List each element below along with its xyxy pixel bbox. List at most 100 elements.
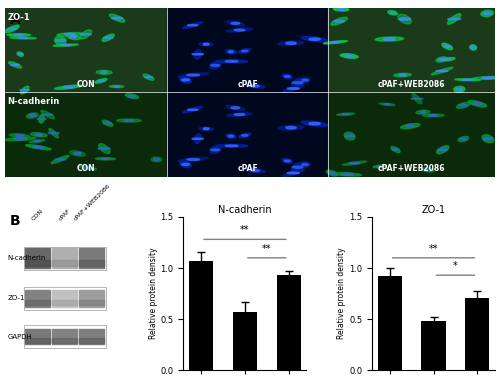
Ellipse shape bbox=[282, 85, 304, 92]
Bar bbox=[80, 300, 104, 305]
Bar bbox=[189, 261, 213, 370]
Ellipse shape bbox=[194, 50, 201, 59]
Ellipse shape bbox=[456, 102, 470, 108]
Ellipse shape bbox=[337, 113, 354, 115]
Ellipse shape bbox=[344, 132, 355, 140]
Ellipse shape bbox=[226, 134, 236, 138]
Ellipse shape bbox=[154, 158, 160, 161]
Ellipse shape bbox=[96, 158, 116, 160]
Ellipse shape bbox=[292, 163, 304, 172]
Ellipse shape bbox=[18, 54, 23, 55]
Ellipse shape bbox=[188, 25, 198, 26]
Ellipse shape bbox=[282, 159, 292, 163]
Ellipse shape bbox=[17, 52, 24, 56]
Ellipse shape bbox=[226, 50, 236, 54]
Ellipse shape bbox=[278, 41, 304, 45]
Ellipse shape bbox=[278, 125, 304, 130]
Ellipse shape bbox=[211, 149, 220, 151]
Ellipse shape bbox=[340, 54, 358, 58]
Ellipse shape bbox=[60, 45, 70, 46]
Ellipse shape bbox=[54, 85, 83, 89]
Ellipse shape bbox=[18, 37, 28, 39]
Ellipse shape bbox=[448, 14, 461, 24]
Ellipse shape bbox=[36, 134, 43, 136]
Ellipse shape bbox=[128, 95, 136, 97]
Ellipse shape bbox=[26, 145, 51, 150]
Ellipse shape bbox=[481, 10, 494, 17]
Text: ZO-1: ZO-1 bbox=[8, 12, 30, 22]
Ellipse shape bbox=[14, 138, 26, 140]
Ellipse shape bbox=[422, 114, 444, 117]
Ellipse shape bbox=[70, 36, 77, 38]
Bar bbox=[5, 8, 166, 92]
Bar bbox=[80, 260, 104, 266]
Ellipse shape bbox=[114, 86, 119, 87]
Ellipse shape bbox=[309, 38, 320, 40]
Bar bbox=[80, 248, 104, 268]
Ellipse shape bbox=[425, 169, 430, 171]
Ellipse shape bbox=[472, 103, 482, 105]
Ellipse shape bbox=[49, 129, 58, 138]
Ellipse shape bbox=[20, 86, 29, 94]
Bar bbox=[52, 338, 77, 343]
Ellipse shape bbox=[388, 11, 398, 15]
Ellipse shape bbox=[63, 86, 74, 88]
Ellipse shape bbox=[84, 167, 92, 169]
Text: **: ** bbox=[240, 225, 250, 235]
Ellipse shape bbox=[302, 164, 308, 166]
Ellipse shape bbox=[96, 70, 112, 74]
Ellipse shape bbox=[482, 135, 494, 143]
Ellipse shape bbox=[242, 135, 248, 136]
Ellipse shape bbox=[80, 30, 92, 39]
Text: cPAF: cPAF bbox=[237, 80, 258, 89]
Ellipse shape bbox=[470, 45, 476, 50]
Ellipse shape bbox=[373, 165, 386, 167]
Text: N-cadherin: N-cadherin bbox=[8, 255, 46, 261]
Ellipse shape bbox=[42, 114, 53, 115]
Text: **: ** bbox=[429, 244, 438, 254]
Ellipse shape bbox=[302, 79, 308, 81]
Ellipse shape bbox=[462, 79, 473, 80]
Title: ZO-1: ZO-1 bbox=[422, 204, 446, 215]
Ellipse shape bbox=[284, 76, 290, 77]
Ellipse shape bbox=[231, 107, 239, 109]
Ellipse shape bbox=[377, 166, 382, 167]
Ellipse shape bbox=[98, 148, 110, 149]
Text: N-cadherin: N-cadherin bbox=[8, 97, 60, 106]
Bar bbox=[233, 312, 257, 370]
Ellipse shape bbox=[110, 14, 125, 22]
Text: CON: CON bbox=[76, 164, 95, 173]
Ellipse shape bbox=[410, 98, 423, 99]
Ellipse shape bbox=[182, 163, 190, 166]
Ellipse shape bbox=[470, 47, 476, 48]
Ellipse shape bbox=[102, 34, 114, 42]
Ellipse shape bbox=[288, 88, 300, 89]
Ellipse shape bbox=[436, 70, 448, 72]
Ellipse shape bbox=[98, 80, 104, 82]
Ellipse shape bbox=[41, 110, 54, 119]
Ellipse shape bbox=[292, 82, 303, 84]
Ellipse shape bbox=[11, 64, 20, 66]
Ellipse shape bbox=[10, 134, 29, 138]
Text: **: ** bbox=[262, 244, 272, 254]
Text: B: B bbox=[10, 214, 20, 228]
Ellipse shape bbox=[300, 162, 310, 167]
Ellipse shape bbox=[199, 127, 214, 130]
Bar bbox=[24, 247, 106, 270]
Ellipse shape bbox=[399, 18, 410, 20]
Ellipse shape bbox=[246, 169, 265, 173]
Ellipse shape bbox=[286, 127, 296, 129]
Ellipse shape bbox=[456, 88, 463, 90]
Text: CON: CON bbox=[31, 208, 44, 222]
Ellipse shape bbox=[226, 28, 252, 32]
Ellipse shape bbox=[70, 151, 86, 156]
Ellipse shape bbox=[442, 57, 455, 61]
Bar bbox=[26, 260, 50, 266]
Ellipse shape bbox=[384, 104, 390, 105]
Ellipse shape bbox=[30, 133, 47, 137]
Ellipse shape bbox=[8, 62, 22, 68]
Ellipse shape bbox=[110, 85, 124, 88]
Ellipse shape bbox=[326, 170, 338, 176]
Bar bbox=[5, 92, 166, 177]
Ellipse shape bbox=[282, 169, 304, 177]
